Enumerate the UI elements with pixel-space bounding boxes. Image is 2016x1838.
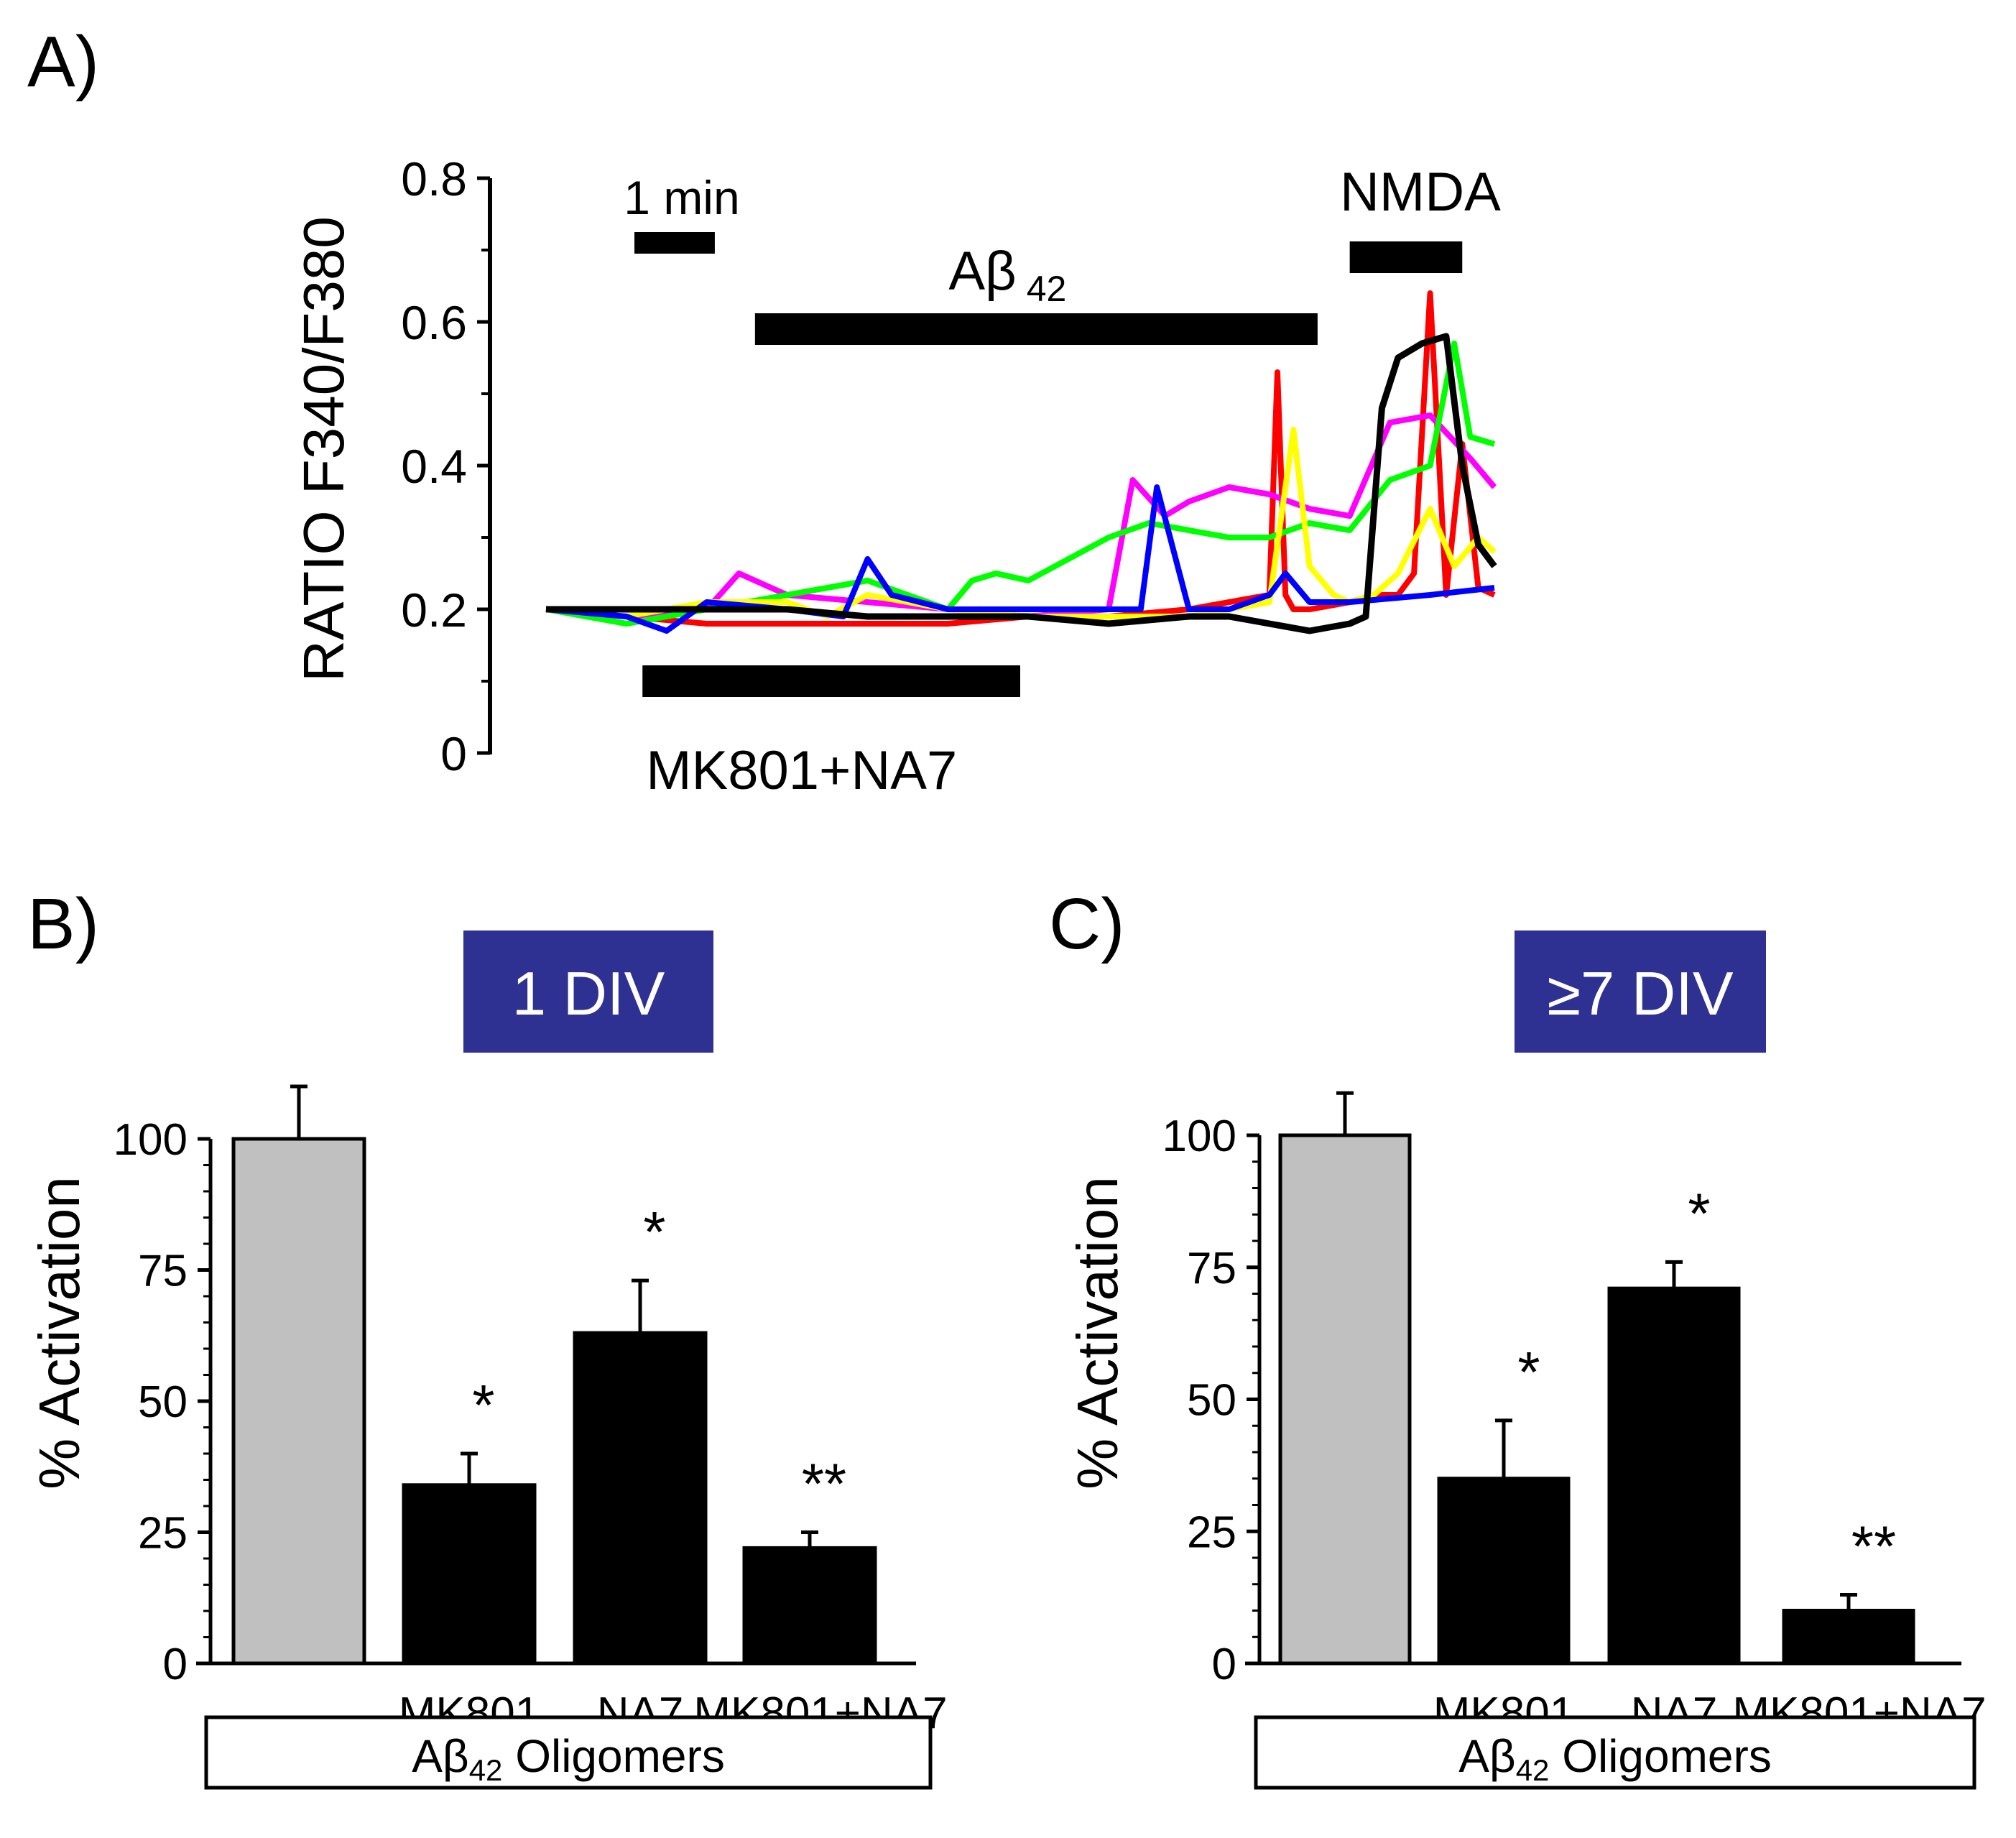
panel-b-label: B) <box>27 884 99 964</box>
bar <box>1782 1609 1915 1666</box>
significance-marker: ** <box>802 1452 846 1516</box>
treatment-bar <box>1349 241 1463 273</box>
panel-a-tick-label: 0.8 <box>401 152 467 205</box>
bar <box>1278 1133 1412 1666</box>
panel-b-y-axis-label: % Activation <box>27 1176 91 1490</box>
panel-a-y-axis-label: RATIO F340/F380 <box>292 216 356 682</box>
panel-b-div-badge <box>463 930 713 1053</box>
tick-label: 0 <box>1212 1640 1236 1689</box>
panel-b-group-label: Aβ42 Oligomers <box>412 1730 725 1787</box>
significance-marker: * <box>472 1373 494 1437</box>
tick-label: 75 <box>138 1247 188 1296</box>
significance-marker: * <box>643 1200 665 1264</box>
panel-b: B) 1 DIV % Activation 0255075100*MK801*N… <box>27 884 948 1790</box>
trace-blue <box>545 484 1495 634</box>
treatment-label: MK801+NA7 <box>646 740 957 801</box>
panel-c-group-box <box>1254 1715 1976 1790</box>
panel-a-tick-label: 0.2 <box>401 583 467 637</box>
treatment-bar <box>642 665 1020 697</box>
panel-b-group-box <box>204 1715 933 1790</box>
panel-c-div-badge-label: ≥7 DIV <box>1547 960 1734 1028</box>
significance-marker: * <box>1517 1340 1540 1404</box>
treatment-label: Aβ 42 <box>948 241 1066 309</box>
tick-label: 100 <box>1162 1112 1236 1161</box>
bar <box>231 1137 366 1666</box>
panel-c-label: C) <box>1049 884 1125 964</box>
panel-c-y-axis-label: % Activation <box>1065 1176 1129 1490</box>
tick-label: 50 <box>1187 1376 1236 1426</box>
bar <box>402 1483 537 1666</box>
tick-label: 75 <box>1187 1244 1236 1293</box>
significance-marker: ** <box>1851 1514 1896 1578</box>
panel-c: C) ≥7 DIV % Activation 0255075100*MK801*… <box>1049 884 1987 1790</box>
panel-a-traces <box>545 290 1497 634</box>
panel-a: A) RATIO F340/F380 0 0.2 0.4 0.6 0.8 1 min MK… <box>27 22 1501 801</box>
bar <box>573 1331 708 1666</box>
panel-a-y-ticks: 0 0.2 0.4 0.6 0.8 <box>401 152 490 780</box>
trace-black <box>546 333 1497 634</box>
tick-label: 50 <box>138 1377 188 1427</box>
panel-a-tick-label: 0 <box>440 727 467 780</box>
panel-b-div-badge-label: 1 DIV <box>512 960 665 1028</box>
treatment-label: NMDA <box>1340 162 1501 223</box>
panel-a-tick-label: 0.6 <box>401 296 467 349</box>
trace-red <box>545 290 1496 627</box>
treatment-bar <box>754 313 1318 345</box>
scale-bar <box>634 232 715 254</box>
scale-bar-label: 1 min <box>624 171 739 224</box>
tick-label: 0 <box>163 1640 188 1689</box>
panel-a-label: A) <box>27 22 99 102</box>
tick-label: 100 <box>114 1115 188 1165</box>
trace-magenta <box>545 412 1497 619</box>
trace-green <box>545 341 1496 627</box>
tick-label: 25 <box>138 1509 188 1558</box>
panel-a-treatment-bars: 1 min MK801+NA7 Aβ 42 NMDA <box>624 162 1501 801</box>
panel-c-group-label: Aβ42 Oligomers <box>1458 1730 1772 1787</box>
panel-a-tick-label: 0.4 <box>401 440 467 493</box>
bar <box>742 1546 877 1666</box>
tick-label: 25 <box>1187 1507 1236 1557</box>
bar <box>1607 1286 1741 1666</box>
bar <box>1437 1477 1571 1666</box>
significance-marker: * <box>1688 1181 1710 1245</box>
panel-c-div-badge <box>1515 930 1766 1053</box>
